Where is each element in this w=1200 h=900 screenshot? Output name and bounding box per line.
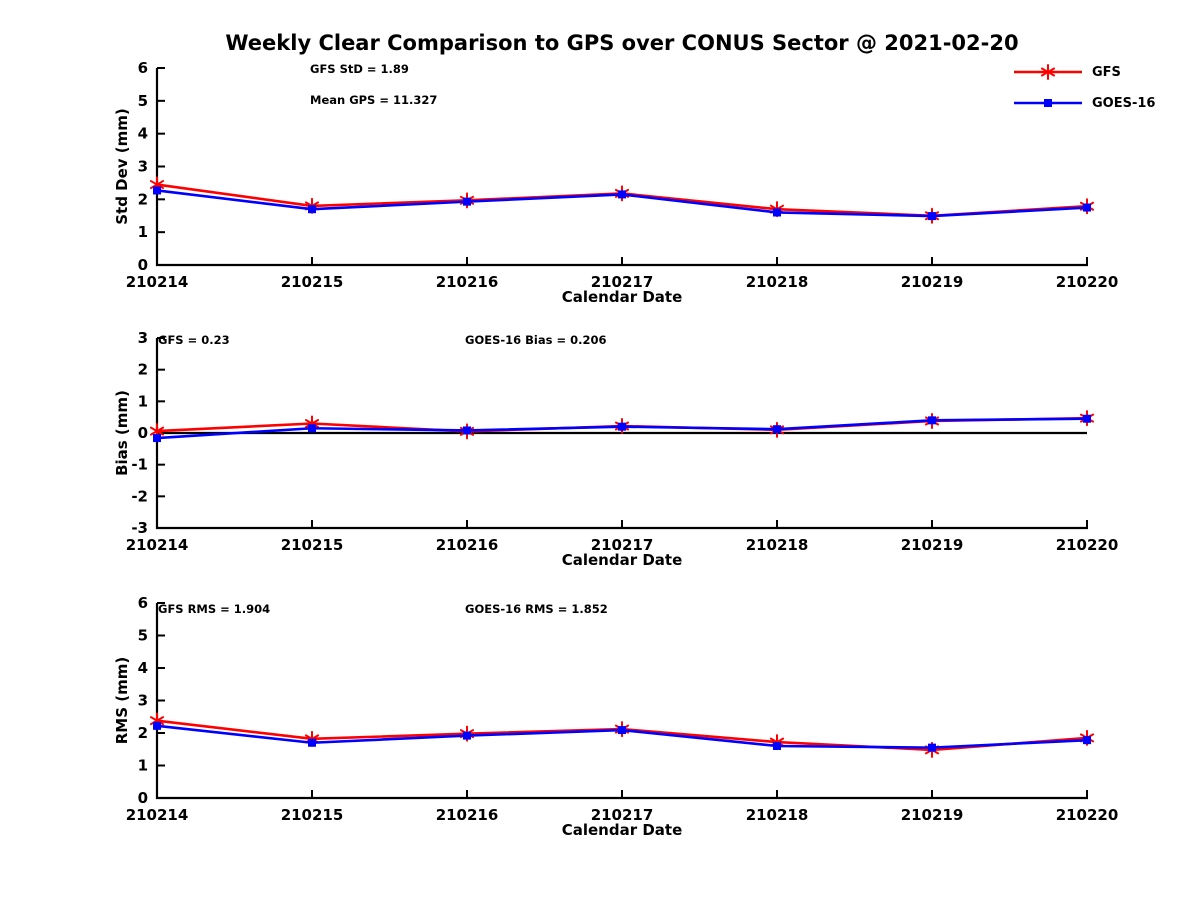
x-tick-label: 210215 xyxy=(281,536,344,554)
x-tick-label: 210219 xyxy=(901,536,964,554)
x-tick-label: 210219 xyxy=(901,273,964,291)
x-tick-label: 210216 xyxy=(436,536,499,554)
goes-16-marker xyxy=(773,208,781,217)
x-tick-label: 210216 xyxy=(436,273,499,291)
y-tick-label: 5 xyxy=(138,92,148,110)
goes-16-marker xyxy=(308,738,316,747)
x-tick-label: 210217 xyxy=(591,273,654,291)
y-tick-label: 1 xyxy=(138,392,148,410)
y-tick-label: 3 xyxy=(138,329,148,347)
y-tick-label: 5 xyxy=(138,627,148,645)
y-tick-label: 2 xyxy=(138,190,148,208)
legend-entry-gfs: GFS xyxy=(1012,61,1155,83)
annotation: GFS RMS = 1.904 xyxy=(158,602,270,616)
goes-16-marker xyxy=(618,726,626,735)
y-tick-label: -1 xyxy=(131,456,148,474)
x-tick-label: 210218 xyxy=(746,536,809,554)
goes-16-marker xyxy=(308,205,316,214)
goes-16-marker xyxy=(463,197,471,206)
y-tick-label: 6 xyxy=(138,59,148,77)
y-tick-label: 4 xyxy=(138,125,148,143)
x-tick-label: 210214 xyxy=(126,806,189,824)
y-tick-label: 3 xyxy=(138,692,148,710)
x-axis-label: Calendar Date xyxy=(562,288,683,306)
goes-16-marker xyxy=(928,743,936,752)
goes-16-marker xyxy=(618,422,626,431)
y-axis-label: Std Dev (mm) xyxy=(113,108,131,225)
x-axis-label: Calendar Date xyxy=(562,551,683,569)
annotation: GFS = 0.23 xyxy=(158,333,230,347)
y-axis-label: Bias (mm) xyxy=(113,390,131,476)
legend: GFS GOES-16 xyxy=(1012,61,1155,123)
y-tick-label: 1 xyxy=(138,223,148,241)
y-tick-label: 0 xyxy=(138,424,148,442)
y-tick-label: 0 xyxy=(138,789,148,807)
annotation: GOES-16 RMS = 1.852 xyxy=(465,602,608,616)
annotation: Mean GPS = 11.327 xyxy=(310,93,437,107)
x-tick-label: 210215 xyxy=(281,806,344,824)
y-tick-label: -3 xyxy=(131,519,148,537)
legend-label-gfs: GFS xyxy=(1092,64,1121,80)
x-tick-label: 210216 xyxy=(436,806,499,824)
goes-16-marker xyxy=(153,721,161,730)
annotation: GOES-16 Bias = 0.206 xyxy=(465,333,606,347)
x-tick-label: 210218 xyxy=(746,806,809,824)
bias-plot: 210214 210215 210216 210217 210218 210219 2102… xyxy=(113,329,1118,569)
y-tick-label: 1 xyxy=(138,757,148,775)
x-tick-label: 210217 xyxy=(591,536,654,554)
goes-16-marker xyxy=(773,425,781,434)
goes-16-marker xyxy=(773,742,781,750)
goes-16-marker xyxy=(153,186,161,195)
goes-16-marker xyxy=(308,424,316,433)
goes-16-marker xyxy=(463,731,471,740)
x-tick-label: 210217 xyxy=(591,806,654,824)
goes-16-marker xyxy=(1083,414,1091,423)
x-tick-label: 210219 xyxy=(901,806,964,824)
goes-16-series xyxy=(153,721,1091,752)
y-axis-label: RMS (mm) xyxy=(113,657,131,744)
goes-16-marker xyxy=(463,426,471,435)
goes-16-marker xyxy=(928,416,936,425)
x-tick-label: 210214 xyxy=(126,536,189,554)
chart-title: Weekly Clear Comparison to GPS over CONU… xyxy=(225,31,1019,55)
rms-plot: 210214 210215 210216 210217 210218 210219 2102… xyxy=(113,594,1118,839)
x-axis-label: Calendar Date xyxy=(562,821,683,839)
y-tick-label: 3 xyxy=(138,158,148,176)
x-tick-label: 210218 xyxy=(746,273,809,291)
legend-label-goes16: GOES-16 xyxy=(1092,95,1156,111)
y-tick-label: 2 xyxy=(138,361,148,379)
y-tick-label: 6 xyxy=(138,594,148,612)
y-tick-label: -2 xyxy=(131,487,148,505)
x-tick-label: 210215 xyxy=(281,273,344,291)
goes-16-marker xyxy=(153,434,161,443)
x-tick-label: 210220 xyxy=(1056,273,1119,291)
gfs-line-marker-icon xyxy=(1014,64,1082,80)
goes-16-series xyxy=(153,186,1091,221)
goes-16-legend-marker xyxy=(1044,99,1052,107)
goes-16-marker xyxy=(928,212,936,221)
y-tick-label: 0 xyxy=(138,256,148,274)
annotation: GFS StD = 1.89 xyxy=(310,62,409,76)
x-tick-label: 210220 xyxy=(1056,806,1119,824)
goes-16-marker xyxy=(1083,203,1091,212)
gfs-series xyxy=(149,712,1095,758)
goes-16-marker xyxy=(1083,736,1091,745)
y-tick-label: 2 xyxy=(138,724,148,742)
legend-entry-goes16: GOES-16 xyxy=(1012,92,1155,114)
x-tick-label: 210220 xyxy=(1056,536,1119,554)
std-dev-plot: 210214 210215 210216 210217 210218 210219 2102… xyxy=(113,59,1118,306)
y-tick-label: 4 xyxy=(138,659,148,677)
goes-16-marker xyxy=(618,190,626,199)
x-tick-label: 210214 xyxy=(126,273,189,291)
goes-16-series xyxy=(153,414,1091,443)
gfs-legend-marker xyxy=(1040,64,1056,80)
goes-16-line-marker-icon xyxy=(1014,99,1082,107)
